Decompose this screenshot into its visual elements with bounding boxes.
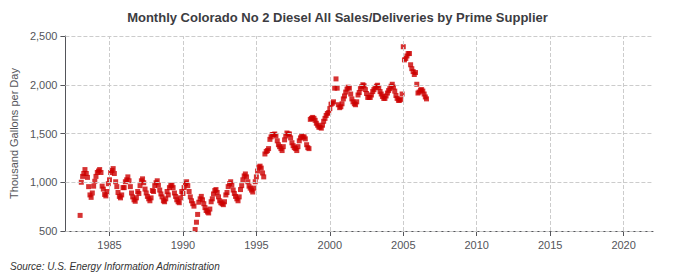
svg-text:Monthly Colorado No 2 Diesel A: Monthly Colorado No 2 Diesel All Sales/D…	[127, 10, 548, 25]
svg-text:500: 500	[39, 225, 57, 237]
svg-text:2,500: 2,500	[30, 30, 58, 42]
svg-text:2005: 2005	[391, 239, 415, 251]
svg-text:1990: 1990	[171, 239, 195, 251]
svg-text:2010: 2010	[464, 239, 488, 251]
svg-text:2000: 2000	[318, 239, 342, 251]
svg-text:1,000: 1,000	[30, 176, 58, 188]
svg-text:2020: 2020	[611, 239, 635, 251]
svg-text:2,000: 2,000	[30, 79, 58, 91]
svg-text:2015: 2015	[538, 239, 562, 251]
svg-text:Source: U.S. Energy Informatio: Source: U.S. Energy Information Administ…	[10, 261, 220, 272]
svg-text:1995: 1995	[244, 239, 268, 251]
svg-text:Thousand Gallons per Day: Thousand Gallons per Day	[8, 68, 20, 199]
svg-text:1,500: 1,500	[30, 128, 58, 140]
svg-text:1985: 1985	[97, 239, 121, 251]
